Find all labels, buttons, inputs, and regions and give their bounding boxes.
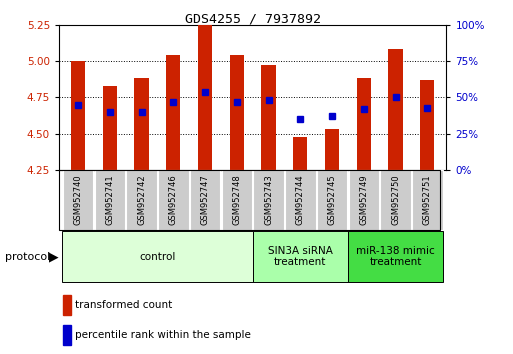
FancyBboxPatch shape	[317, 170, 347, 230]
Bar	[293, 137, 307, 170]
Text: protocol: protocol	[5, 252, 50, 262]
Bar	[325, 129, 339, 170]
Text: GSM952746: GSM952746	[169, 175, 178, 225]
FancyBboxPatch shape	[253, 170, 284, 230]
Bar	[103, 86, 117, 170]
FancyBboxPatch shape	[412, 170, 443, 230]
FancyBboxPatch shape	[63, 170, 93, 230]
Text: GDS4255 / 7937892: GDS4255 / 7937892	[185, 12, 321, 25]
Bar	[420, 80, 435, 170]
Text: GSM952741: GSM952741	[105, 175, 114, 225]
Text: GSM952751: GSM952751	[423, 175, 432, 225]
Bar	[198, 25, 212, 170]
Bar	[166, 55, 181, 170]
FancyBboxPatch shape	[222, 170, 252, 230]
Text: SIN3A siRNA
treatment: SIN3A siRNA treatment	[268, 246, 333, 268]
Text: GSM952743: GSM952743	[264, 175, 273, 225]
Text: GSM952740: GSM952740	[73, 175, 83, 225]
Text: control: control	[139, 252, 175, 262]
Text: GSM952745: GSM952745	[327, 175, 337, 225]
FancyBboxPatch shape	[190, 170, 220, 230]
FancyBboxPatch shape	[62, 231, 253, 282]
Bar	[357, 79, 371, 170]
Bar	[63, 325, 71, 346]
Bar	[134, 79, 149, 170]
Bar	[388, 50, 403, 170]
Text: GSM952750: GSM952750	[391, 175, 400, 225]
Bar	[71, 61, 85, 170]
Text: miR-138 mimic
treatment: miR-138 mimic treatment	[356, 246, 435, 268]
Bar	[63, 295, 71, 315]
Text: transformed count: transformed count	[75, 300, 172, 310]
FancyBboxPatch shape	[126, 170, 157, 230]
Bar	[230, 55, 244, 170]
Text: GSM952747: GSM952747	[201, 175, 209, 225]
FancyBboxPatch shape	[348, 231, 443, 282]
Text: ▶: ▶	[49, 250, 58, 263]
Text: percentile rank within the sample: percentile rank within the sample	[75, 330, 251, 340]
FancyBboxPatch shape	[253, 231, 348, 282]
FancyBboxPatch shape	[348, 170, 379, 230]
Text: GSM952748: GSM952748	[232, 175, 241, 225]
Text: GSM952742: GSM952742	[137, 175, 146, 225]
Bar	[262, 65, 275, 170]
FancyBboxPatch shape	[158, 170, 188, 230]
Text: GSM952744: GSM952744	[296, 175, 305, 225]
FancyBboxPatch shape	[380, 170, 411, 230]
FancyBboxPatch shape	[285, 170, 315, 230]
Text: GSM952749: GSM952749	[359, 175, 368, 225]
FancyBboxPatch shape	[94, 170, 125, 230]
